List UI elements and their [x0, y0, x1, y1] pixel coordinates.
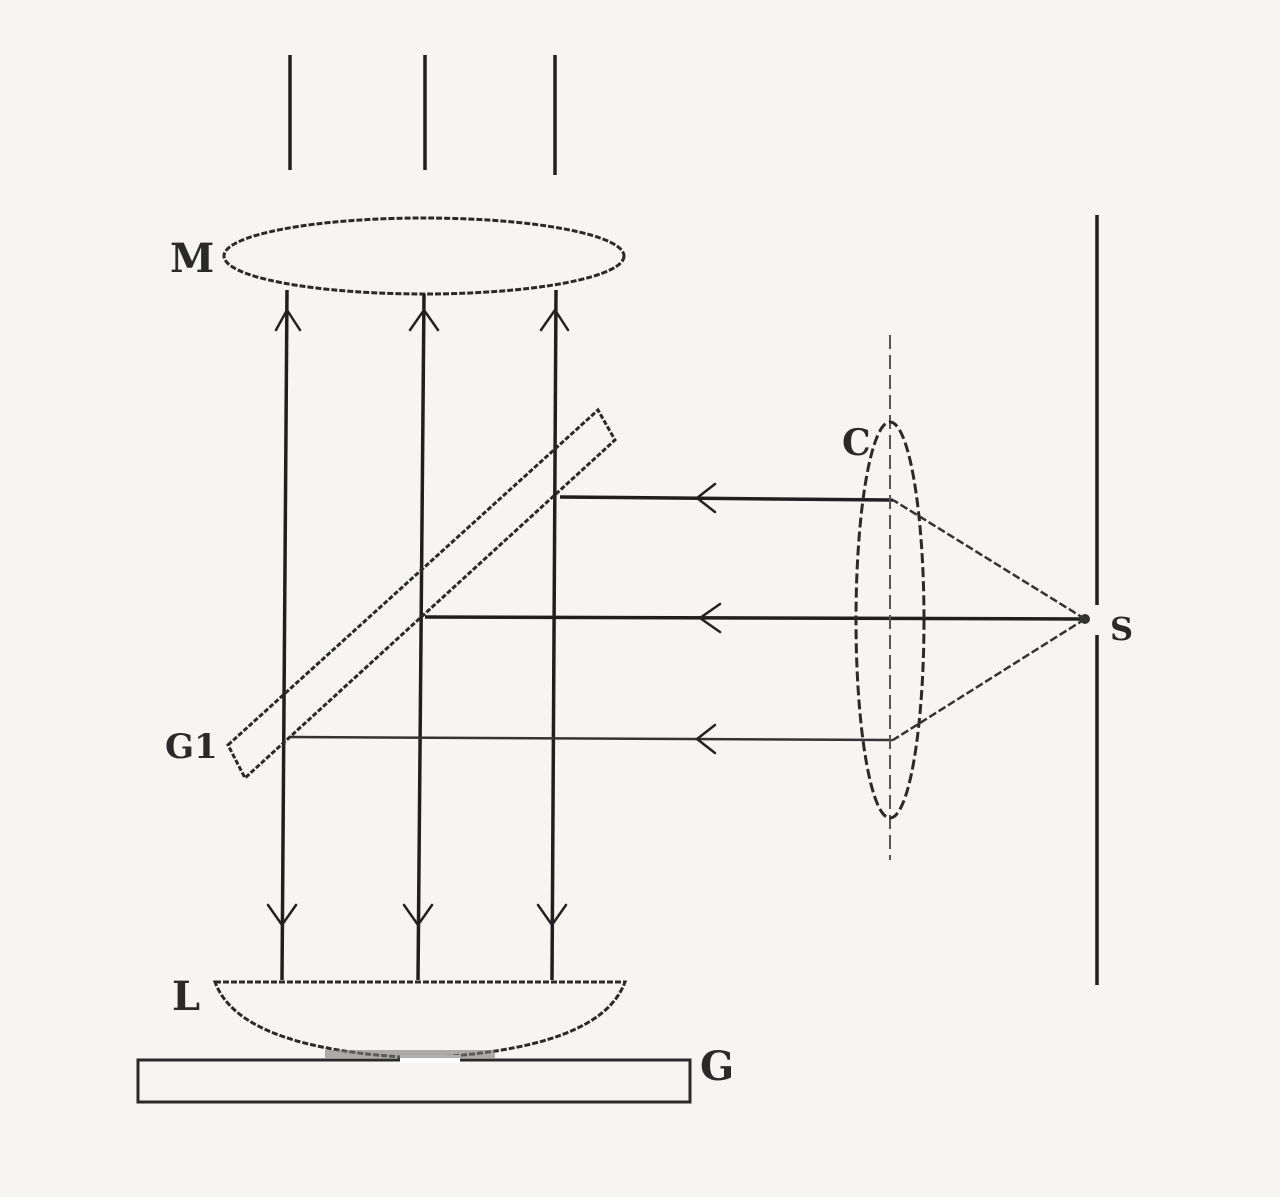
source-rays: [892, 498, 1086, 742]
label-g: G: [700, 1043, 734, 1090]
vertical-rays: [280, 289, 558, 981]
contact-point: [400, 1055, 460, 1063]
up-arrows: [274, 307, 570, 332]
top-ray-lines: [288, 55, 557, 175]
mirror-m: [222, 216, 626, 296]
lens-l: [212, 980, 628, 1060]
label-m: M: [170, 235, 214, 282]
label-s: S: [1110, 610, 1133, 648]
left-arrows: [694, 482, 722, 755]
source-point: [1080, 614, 1090, 624]
glass-plate-g1: [226, 407, 617, 781]
label-c: C: [842, 422, 871, 464]
lens-c: [854, 420, 926, 820]
glass-plate-g: [136, 1058, 692, 1104]
down-arrows: [266, 903, 568, 928]
label-l: L: [172, 973, 200, 1020]
contact-shadow: [325, 1050, 495, 1058]
label-g1: G1: [165, 727, 218, 767]
horizontal-rays: [289, 495, 1086, 742]
